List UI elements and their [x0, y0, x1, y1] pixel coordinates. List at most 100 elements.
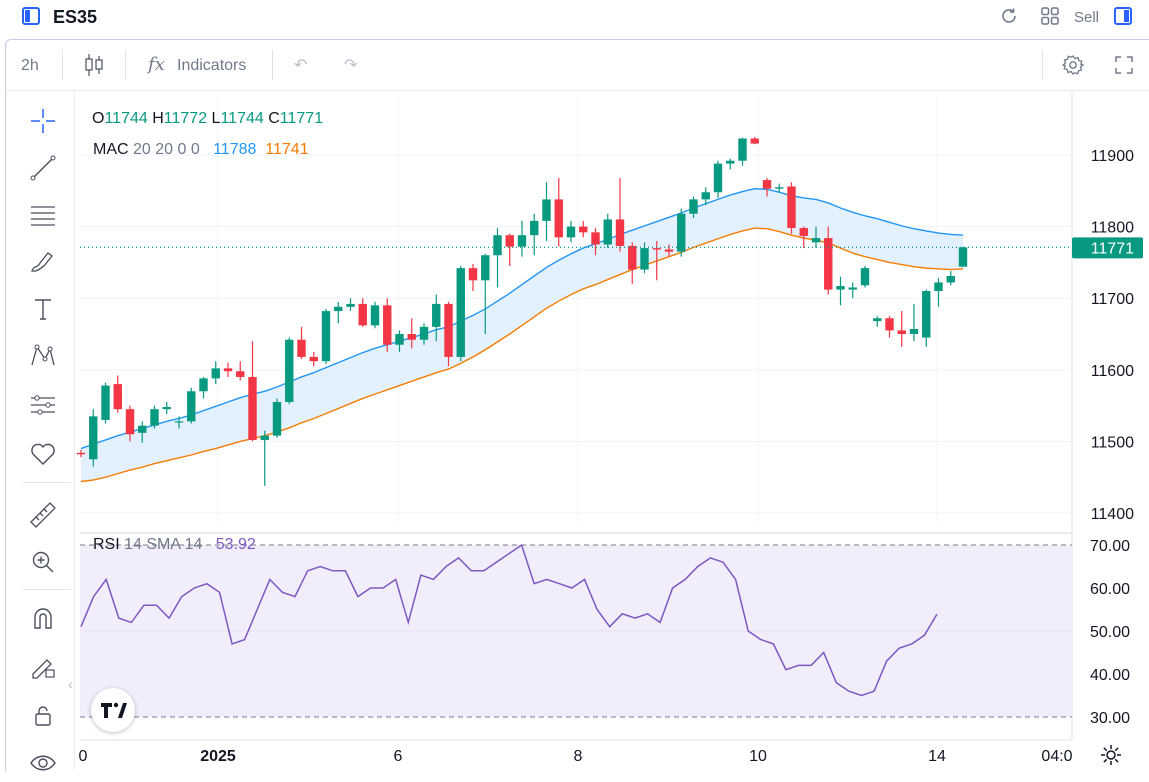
candle	[958, 246, 968, 267]
candle	[542, 182, 551, 241]
time-settings-icon[interactable]	[1100, 744, 1122, 766]
candle	[811, 226, 821, 249]
candle-body	[897, 330, 906, 334]
mac-upper-value: 11788	[213, 141, 257, 158]
candle-body	[824, 238, 833, 290]
rsi-legend[interactable]: RSI 14 SMA 14 53.92	[93, 536, 256, 554]
candle	[579, 220, 588, 238]
toolbar-divider	[1042, 50, 1043, 80]
heart-icon[interactable]	[28, 439, 64, 469]
candle-body	[885, 318, 894, 331]
settings-icon[interactable]	[1062, 54, 1084, 76]
fullscreen-icon[interactable]	[1114, 55, 1134, 75]
indicators-button[interactable]: Indicators	[177, 57, 247, 74]
time-tick-label: 6	[394, 748, 403, 765]
candle-body	[468, 268, 478, 281]
candle	[407, 318, 416, 349]
rsi-tick-label: 40.00	[1090, 667, 1130, 684]
candle	[836, 276, 845, 306]
candle-body	[346, 303, 355, 307]
candle	[946, 270, 955, 286]
refresh-icon[interactable]	[999, 6, 1019, 26]
candle	[456, 265, 465, 362]
candle	[285, 337, 294, 405]
candle	[138, 421, 147, 443]
interval-button[interactable]: 2h	[21, 57, 39, 74]
candle	[493, 228, 502, 288]
brush-icon[interactable]	[28, 247, 64, 277]
panel-toggle-icon[interactable]	[1114, 7, 1132, 25]
price-tick-label: 11600	[1091, 363, 1134, 380]
mac-channel-fill	[81, 188, 963, 482]
text-icon[interactable]	[28, 294, 64, 324]
candle-body	[174, 421, 184, 423]
candle	[860, 265, 870, 288]
eye-icon[interactable]	[28, 747, 64, 777]
candle	[824, 226, 833, 295]
candle-body	[481, 255, 490, 281]
candle-body	[799, 228, 808, 236]
candle-body	[89, 416, 98, 460]
candle	[321, 308, 331, 365]
candle	[150, 405, 159, 429]
mac-legend[interactable]: MAC 20 20 0 0 11788 11741	[93, 141, 309, 159]
high-value: 11772	[163, 110, 208, 127]
layout-grid-icon[interactable]	[1040, 6, 1060, 26]
forecast-icon[interactable]	[28, 390, 64, 420]
ruler-icon[interactable]	[28, 500, 64, 530]
candle	[297, 326, 306, 360]
candle-body	[615, 219, 625, 246]
candle	[346, 298, 355, 312]
zoom-in-icon[interactable]	[28, 547, 64, 577]
magnet-icon[interactable]	[28, 604, 64, 634]
collapse-toolbar-icon[interactable]: ‹	[68, 676, 73, 692]
candle	[101, 382, 110, 424]
candle	[922, 289, 931, 347]
candle-body	[370, 305, 380, 326]
candle-body	[726, 160, 735, 164]
candle-body	[946, 276, 955, 283]
symbol-icon[interactable]	[22, 7, 40, 25]
lock-icon[interactable]	[28, 700, 64, 730]
axes: 11400 11500 11600 11700 11800 11900 11771 70.00…	[79, 148, 1143, 765]
candle-body	[162, 407, 171, 410]
candle-body	[113, 384, 122, 410]
candle	[76, 449, 86, 458]
undo-icon[interactable]: ↶	[294, 57, 308, 74]
candle	[517, 220, 527, 257]
candle	[125, 405, 135, 442]
candle	[738, 137, 747, 166]
tradingview-logo-icon[interactable]	[91, 688, 135, 732]
candle	[603, 213, 612, 249]
fib-lines-icon[interactable]	[28, 200, 64, 230]
candle-body	[199, 378, 208, 392]
lock-draw-icon[interactable]	[28, 652, 64, 682]
drawing-toolbar	[6, 92, 75, 771]
candle-body	[223, 368, 233, 372]
candle	[762, 177, 772, 197]
trendline-icon[interactable]	[28, 153, 64, 183]
candle	[566, 220, 576, 243]
sell-button[interactable]: Sell	[1074, 9, 1100, 26]
top-bar: ES35 Sell	[0, 0, 1149, 36]
candle	[664, 244, 674, 257]
indicators-icon[interactable]: fx	[148, 54, 165, 75]
candle-body	[395, 334, 404, 345]
rsi-tick-label: 50.00	[1090, 624, 1130, 641]
symbol-title[interactable]: ES35	[53, 7, 98, 27]
candle-body	[591, 232, 600, 245]
pattern-icon[interactable]	[28, 341, 64, 371]
candle-body	[652, 248, 661, 250]
price-tick-label: 11500	[1091, 434, 1134, 451]
rsi-params: 14 SMA 14	[124, 536, 203, 553]
candle-body	[909, 328, 919, 334]
candle-body	[566, 226, 576, 238]
candle	[505, 233, 514, 266]
open-label: O	[92, 110, 105, 127]
redo-icon[interactable]: ↷	[344, 57, 358, 74]
candle-body	[934, 282, 943, 292]
crosshair-icon[interactable]	[28, 106, 64, 136]
candle	[223, 362, 233, 377]
candle-type-icon[interactable]	[83, 52, 105, 78]
